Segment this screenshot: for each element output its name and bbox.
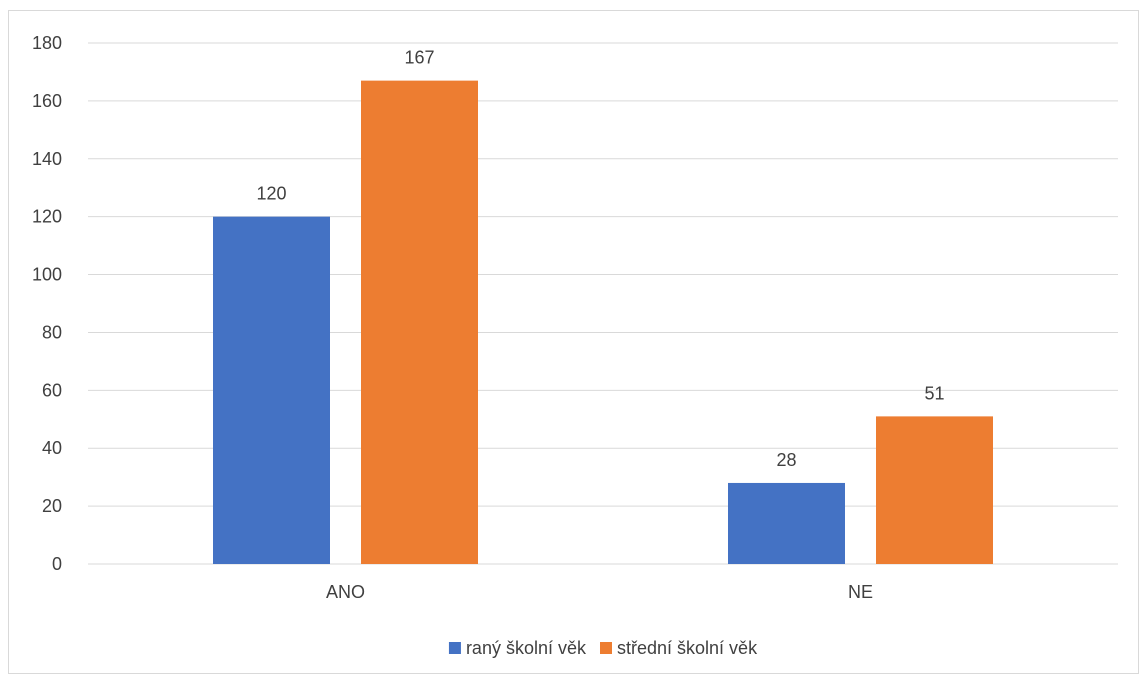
- y-tick-label: 100: [32, 265, 62, 285]
- y-axis: 0 20 40 60 80 100 120 140 160 180: [32, 33, 62, 574]
- bar-ano-series-2[interactable]: [361, 80, 478, 564]
- y-tick-label: 140: [32, 149, 62, 169]
- bar-ne-series-1[interactable]: [728, 482, 845, 564]
- legend-item-series-1[interactable]: raný školní věk: [448, 638, 587, 658]
- legend-swatch: [600, 642, 612, 654]
- data-label: 120: [256, 184, 286, 204]
- y-tick-label: 40: [42, 438, 62, 458]
- legend-item-series-2[interactable]: střední školní věk: [600, 638, 758, 658]
- bars: [213, 80, 993, 564]
- data-label: 28: [776, 450, 796, 470]
- y-tick-label: 20: [42, 496, 62, 516]
- y-tick-label: 180: [32, 33, 62, 53]
- y-tick-label: 160: [32, 91, 62, 111]
- legend-label: střední školní věk: [617, 638, 758, 658]
- data-label: 51: [924, 383, 944, 403]
- legend[interactable]: raný školní věk střední školní věk: [448, 638, 758, 658]
- legend-swatch: [448, 642, 461, 654]
- x-tick-label: NE: [848, 582, 873, 602]
- data-labels: 120 167 28 51: [256, 48, 944, 470]
- x-tick-label: ANO: [326, 582, 365, 602]
- bar-ne-series-2[interactable]: [876, 416, 993, 564]
- x-axis: ANO NE: [326, 582, 873, 602]
- y-tick-label: 80: [42, 322, 62, 342]
- bar-ano-series-1[interactable]: [213, 216, 330, 564]
- y-tick-label: 120: [32, 207, 62, 227]
- data-label: 167: [404, 48, 434, 68]
- y-tick-label: 60: [42, 380, 62, 400]
- y-tick-label: 0: [52, 554, 62, 574]
- legend-label: raný školní věk: [466, 638, 587, 658]
